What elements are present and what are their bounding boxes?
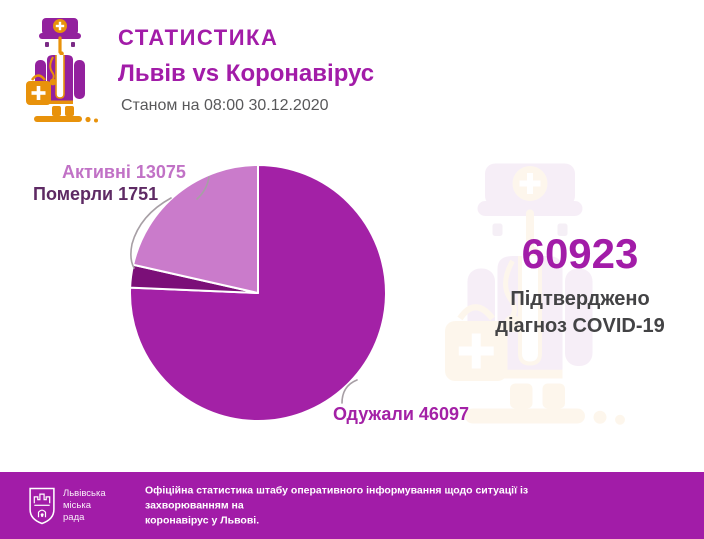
org-name-line2: міська	[63, 499, 91, 511]
confirmed-total: 60923	[521, 230, 639, 277]
org-name: Львівська міська рада	[63, 488, 106, 524]
footer-bar: Львівська міська рада Офіційна статистик…	[0, 472, 704, 539]
pie-slice-recovered	[129, 164, 387, 422]
page-title: СТАТИСТИКА	[118, 25, 279, 50]
pie-label-recovered: Одужали 46097	[333, 404, 469, 424]
as-of-date: Станом на 08:00 30.12.2020	[121, 97, 329, 114]
official-note-line1: Офіційна статистика штабу оперативного і…	[145, 484, 529, 511]
pie-label-active: Активні 13075	[62, 162, 186, 182]
page-subtitle: Львів vs Коронавірус	[118, 60, 375, 87]
label-leader-lines	[130, 176, 358, 404]
official-note-line2: коронавірус у Львові.	[145, 514, 260, 526]
pie-slice-active	[132, 164, 259, 294]
org-name-line3: рада	[63, 511, 85, 523]
pie-label-deaths: Померли 1751	[33, 184, 159, 204]
official-note: Офіційна статистика штабу оперативного і…	[145, 483, 575, 528]
confirmed-caption-line2: діагноз COVID-19	[495, 315, 665, 337]
confirmed-summary: 60923 Підтверджено діагноз COVID-19	[468, 232, 692, 340]
leader-line-active	[196, 176, 210, 200]
org-name-line1: Львівська	[63, 487, 106, 499]
confirmed-caption-line1: Підтверджено	[510, 288, 650, 310]
lviv-city-council-emblem	[28, 486, 56, 526]
leader-line-recovered	[341, 379, 358, 404]
confirmed-caption: Підтверджено діагноз COVID-19	[468, 286, 692, 340]
pie-slices	[129, 164, 387, 422]
leader-line-deaths	[130, 197, 172, 269]
